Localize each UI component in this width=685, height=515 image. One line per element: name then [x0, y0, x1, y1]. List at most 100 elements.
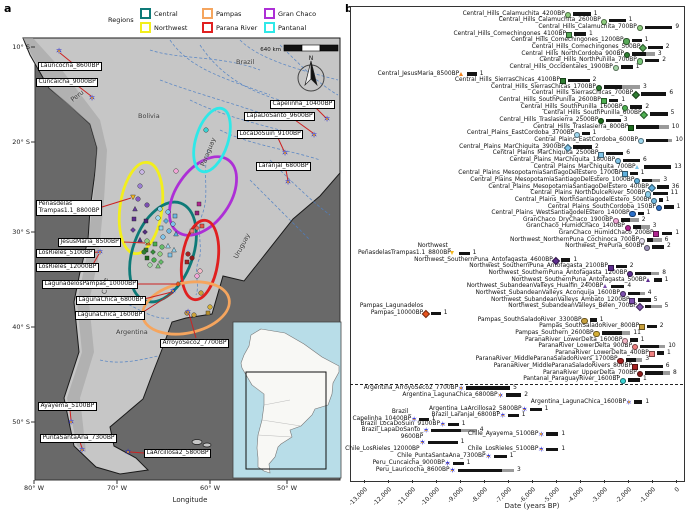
square-marker-icon — [653, 231, 660, 238]
map-y-tick-label: 10° S — [12, 43, 30, 51]
sample-count: 3 — [663, 176, 668, 183]
map-point-square — [196, 201, 202, 207]
sample-count: 1 — [646, 210, 651, 217]
date-range-bar — [546, 432, 559, 436]
date-range-bar-gray — [662, 371, 670, 375]
map-site-label-text: Cuncaicha_9000BP — [38, 78, 96, 85]
chart-row-label: Pampas_10000BP — [370, 309, 424, 316]
star-center-dot — [421, 441, 424, 444]
map-point-triangle — [171, 246, 177, 253]
sample-count: 1 — [644, 37, 649, 44]
map-site-label: Cuncaicha_9000BP — [36, 78, 99, 87]
sample-count: 1 — [675, 230, 680, 237]
chart-x-tick — [484, 480, 485, 483]
date-range-bar — [661, 231, 673, 236]
date-range-bar — [636, 125, 660, 129]
map-x-axis-title: Longitude — [172, 496, 208, 504]
map-point-circle — [159, 244, 165, 250]
map-site-label-text: LosRieles_12000BP — [38, 263, 97, 270]
chart-row-label: Argentina_ArroyoSeco2_7700BP — [363, 384, 459, 391]
star-center-dot — [58, 50, 60, 52]
date-range-bar — [467, 72, 477, 76]
chart-row-label: Argentina_LaArcillosa2_5800BP — [429, 406, 522, 413]
country-label-brazil: Brazil — [236, 58, 255, 66]
circle-marker-icon — [636, 58, 643, 65]
map-site-label: LosRieles_5100BP — [36, 249, 96, 258]
chart-row-label: Central_Plains_SouthCordoba_150BP — [547, 203, 656, 210]
map-point-circle — [194, 273, 200, 279]
date-range-bar-gray — [650, 271, 660, 276]
sample-count: 8 — [673, 369, 677, 376]
date-range-bar-gray — [653, 238, 662, 242]
circle-marker-icon — [645, 191, 652, 198]
date-range-bar — [647, 238, 654, 242]
date-range-bar — [572, 145, 592, 149]
sample-count: 1 — [561, 430, 566, 437]
sample-count: 9 — [675, 23, 680, 30]
sample-count: 1 — [593, 10, 598, 17]
legend-item-central: Central — [140, 8, 178, 19]
legend-item-label: Central — [154, 9, 178, 18]
chart-row-label: Central_Hills_SierrasChicas_1700BP — [490, 83, 596, 90]
legend-swatch-icon — [140, 8, 151, 19]
date-range-bar — [493, 454, 507, 459]
map-point-triangle — [165, 242, 171, 249]
chart-row-label: Central_Hills_SierrasChicas_700BP — [531, 90, 634, 97]
circle-marker-icon — [627, 271, 634, 278]
site-connector-line — [69, 409, 72, 421]
chart-row-label: Central_Plains_MesopotamiaSantiagoDelEst… — [470, 176, 635, 183]
circle-marker-icon — [617, 357, 624, 364]
date-range-bar-gray — [502, 468, 514, 473]
chart-row-label: Peru_Lauricocha_8600BP — [375, 467, 450, 474]
star-marker-icon: ✶ — [538, 430, 545, 438]
map-point-triangle — [173, 230, 179, 237]
sample-count: 1 — [443, 309, 448, 316]
scale-bar-label: 640 km — [260, 47, 281, 53]
date-range-bar — [641, 92, 667, 96]
date-range-bar — [644, 304, 651, 309]
star-center-dot — [441, 423, 444, 426]
date-range-bar — [634, 400, 643, 404]
map-site-label-text: Trampas1.1_8800BP — [38, 206, 100, 214]
map-point-circle — [139, 169, 145, 175]
star-center-dot — [70, 421, 72, 423]
date-range-bar — [508, 413, 519, 418]
map-x-tick-label: 70° W — [106, 484, 127, 492]
sample-count: 2 — [662, 57, 666, 64]
chart-row-label: Central_Hills_Calamuchita_4200BP — [462, 10, 565, 17]
star-marker-icon: ✶ — [419, 439, 426, 447]
star-marker-icon: ✶ — [521, 406, 528, 414]
date-range-bar — [652, 245, 664, 249]
site-connector-line — [129, 451, 145, 454]
inset-continent — [240, 328, 340, 474]
chart-row-label: Central_Hills_Comechingones_1200BP — [511, 37, 624, 44]
circle-marker-icon — [655, 204, 662, 211]
date-range-bar — [604, 85, 622, 89]
chart-row-label: GranChaco_HumidChaco_1400BP — [526, 223, 625, 230]
chart-row-label: Central_Plains_WestSantiagodelEstero_140… — [491, 210, 630, 217]
star-center-dot — [523, 408, 526, 411]
chart-row-label: Central_Hills_Calamuchita_700BP — [538, 23, 637, 30]
chart-row-label: Northwest_SouthernPuna_Antofagasta_4600B… — [414, 256, 553, 263]
chart-row-label: Chile_LosRieles_12000BP — [345, 446, 420, 453]
chart-row-label: Central_Hills_Traslasierra_800BP — [533, 123, 629, 130]
map-point-circle — [144, 202, 150, 208]
map-site-label: JesusMaria_8500BP — [58, 238, 122, 247]
date-range-bar — [628, 378, 640, 382]
triangle-marker-icon — [635, 164, 639, 169]
map-point-circle — [207, 304, 213, 310]
north-arrow-icon: N — [297, 55, 325, 92]
sample-count: 2 — [629, 263, 634, 270]
circle-marker-icon — [624, 224, 631, 231]
date-range-bar — [419, 417, 429, 422]
star-center-dot — [460, 387, 462, 389]
chart-x-tick — [508, 480, 509, 483]
star-center-dot — [284, 152, 286, 154]
date-range-bar — [608, 98, 619, 103]
date-range-bar — [431, 311, 441, 316]
site-connector-line — [79, 441, 83, 449]
sample-count: 1 — [479, 70, 484, 77]
map-point-square — [158, 225, 164, 231]
date-range-bar — [654, 278, 662, 282]
map-site-label-text: LosRieles_5100BP — [38, 249, 93, 256]
